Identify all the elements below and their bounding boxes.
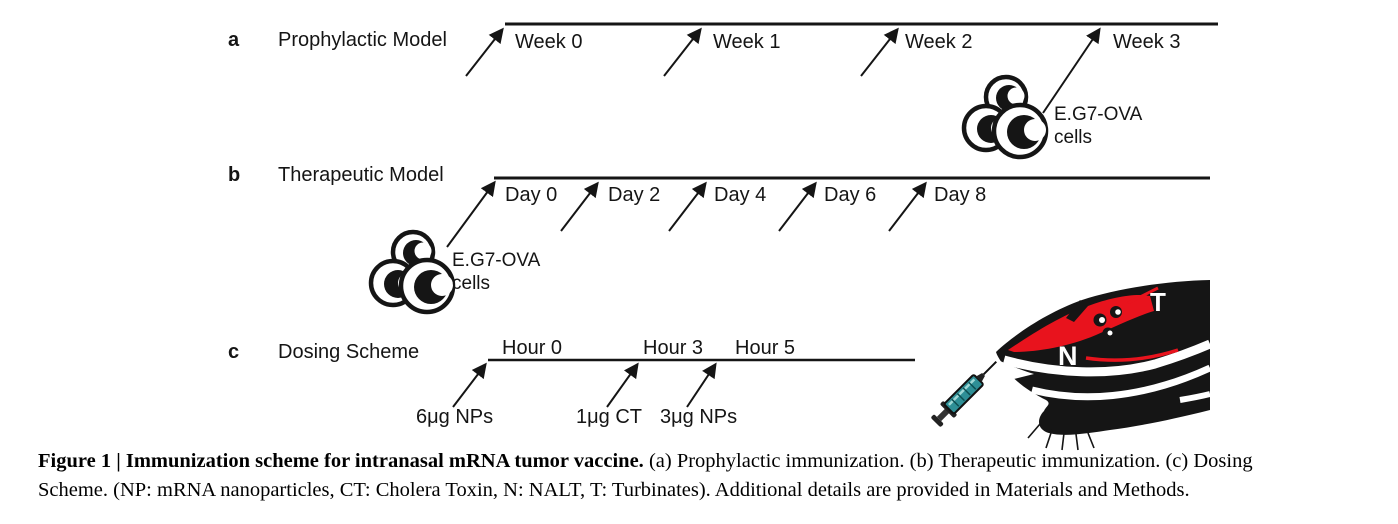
panel-b-timeline: [446, 176, 1210, 248]
timepoint-hour-3: Hour 3: [643, 337, 704, 359]
cells-label-b-line2: cells: [452, 273, 491, 294]
caption-title-bold: Figure 1 | Immunization scheme for intra…: [38, 450, 644, 472]
timepoint-day-0: Day 0: [505, 184, 558, 206]
dose-1ug-ct: 1μg CT: [576, 406, 642, 428]
panel-c-letter: c: [228, 341, 240, 363]
nalt-label: N: [1058, 341, 1078, 371]
tumor-cells-icon-b: [368, 229, 456, 315]
tumor-cells-icon-a: [961, 74, 1049, 160]
timepoint-day-2: Day 2: [608, 184, 661, 206]
panel-a-timeline: [465, 22, 1218, 114]
cells-label-b-line1: E.G7-OVA: [452, 250, 541, 271]
panel-b-title: Therapeutic Model: [278, 164, 444, 186]
timepoint-day-8: Day 8: [934, 184, 987, 206]
timepoint-hour-5: Hour 5: [735, 337, 796, 359]
timepoint-week-2: Week 2: [905, 31, 973, 53]
timepoint-week-1: Week 1: [713, 31, 781, 53]
figure-caption-line2: Scheme. (NP: mRNA nanoparticles, CT: Cho…: [38, 478, 1190, 502]
caption-line1-rest: (a) Prophylactic immunization. (b) Thera…: [643, 450, 1253, 472]
timepoint-week-0: Week 0: [515, 31, 583, 53]
timepoint-hour-0: Hour 0: [502, 337, 563, 359]
panel-a-letter: a: [228, 29, 240, 51]
panel-c-title: Dosing Scheme: [278, 341, 420, 363]
timepoint-day-4: Day 4: [714, 184, 767, 206]
syringe-icon: [931, 361, 997, 427]
timepoint-day-6: Day 6: [824, 184, 877, 206]
caption-line2-text: Scheme. (NP: mRNA nanoparticles, CT: Cho…: [38, 479, 1190, 501]
figure-caption-line1: Figure 1 | Immunization scheme for intra…: [38, 449, 1253, 473]
cells-label-a-line1: E.G7-OVA: [1054, 104, 1143, 125]
panel-b-letter: b: [228, 164, 241, 186]
dose-3ug-nps: 3μg NPs: [660, 406, 738, 428]
mouse-head-illustration: [994, 280, 1212, 451]
panel-c-timeline: [452, 358, 915, 408]
turbinates-label: T: [1150, 287, 1166, 317]
cells-label-a-line2: cells: [1054, 127, 1093, 148]
timepoint-week-3: Week 3: [1113, 31, 1181, 53]
dose-6ug-nps: 6μg NPs: [416, 406, 494, 428]
panel-a-title: Prophylactic Model: [278, 29, 447, 51]
